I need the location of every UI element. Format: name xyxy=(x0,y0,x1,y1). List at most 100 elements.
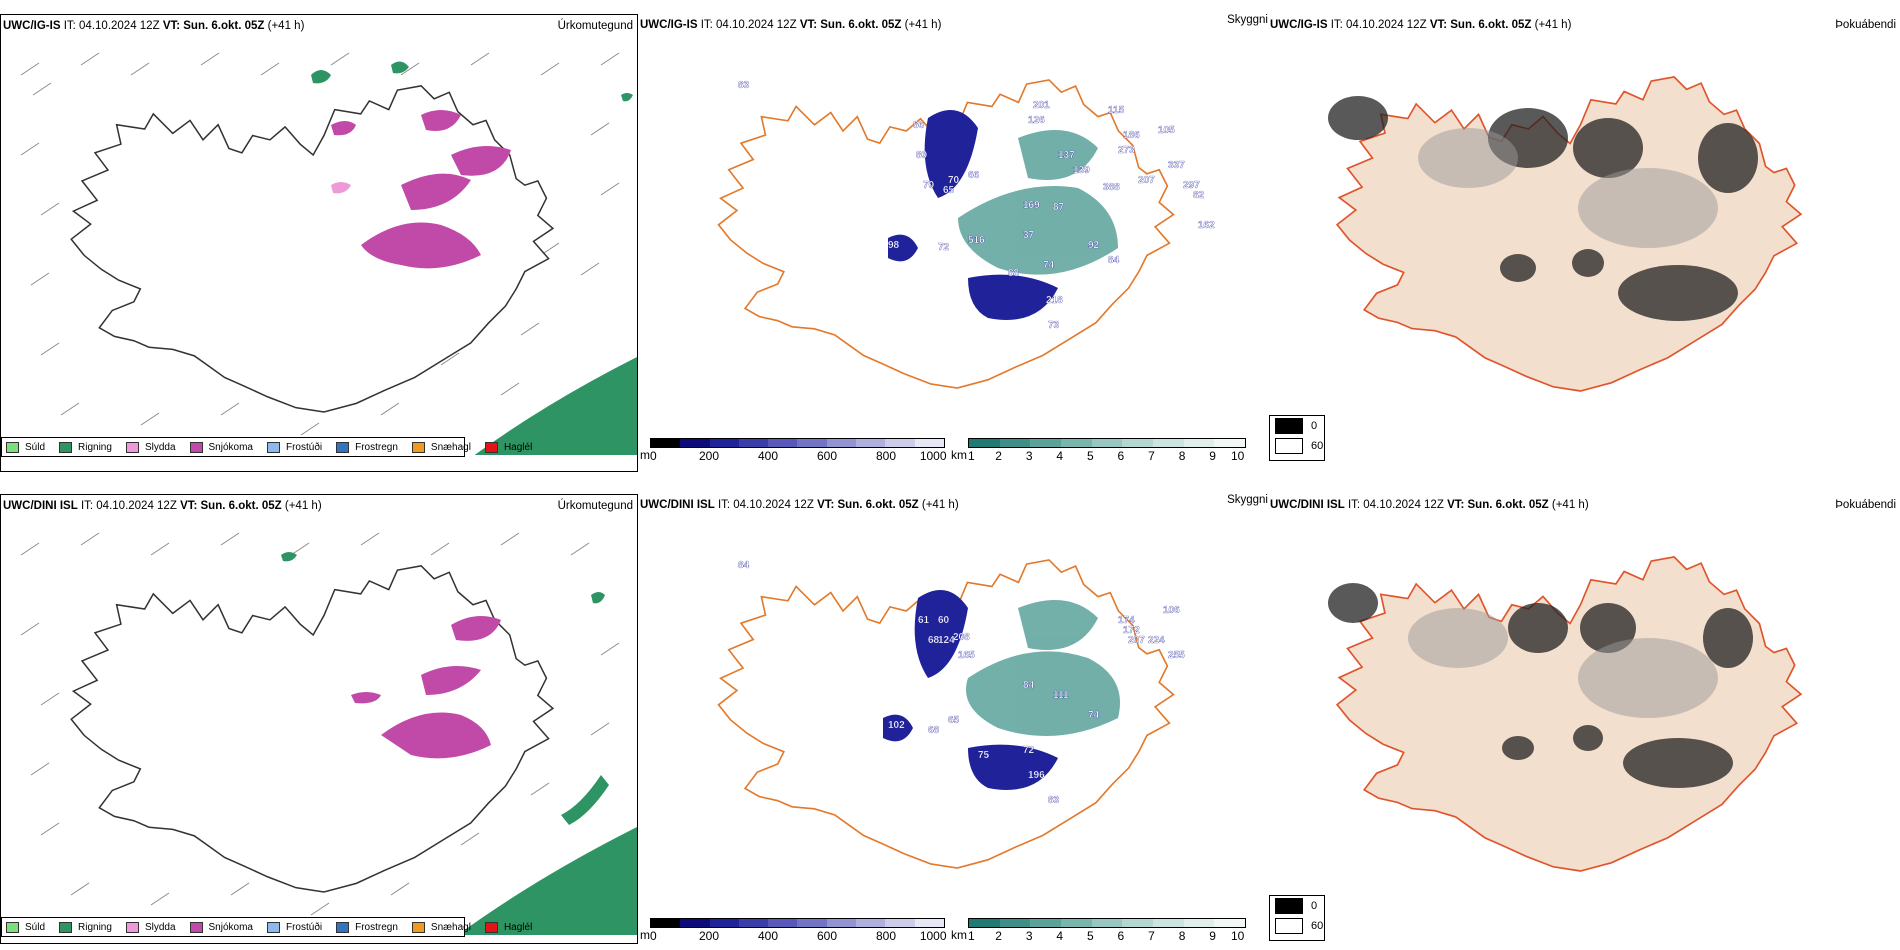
visibility-tick: 6 xyxy=(1117,929,1125,943)
legend-item: Snæhagl xyxy=(411,441,471,453)
legend-item: Haglél xyxy=(484,441,532,453)
ceiling-tick: 400 xyxy=(757,449,779,463)
precip-legend: Súld Rigning Slydda Snjókoma Frostúði Fr… xyxy=(1,437,532,457)
ceiling-value-label: 169 xyxy=(1023,200,1040,211)
panel-title: UWC/DINI ISL IT: 04.10.2024 12Z VT: Sun.… xyxy=(1270,499,1589,511)
ceiling-value-label: 60 xyxy=(938,615,950,626)
legend-swatch xyxy=(411,921,425,933)
visibility-colorbar: 1 2 3 4 5 6 7 8 9 10 xyxy=(968,438,1246,463)
legend-item: Frostregn xyxy=(336,441,398,453)
ceiling-value-label: 106 xyxy=(1163,605,1180,616)
cloud-swatch xyxy=(1275,418,1303,434)
ceiling-tick: 0 xyxy=(650,929,657,943)
legend-swatch xyxy=(125,921,139,933)
cloud-map xyxy=(1328,555,1802,872)
ceiling-colorbar: 0 200 400 600 800 1000 xyxy=(650,918,947,943)
ceiling-value-label: 186 xyxy=(1123,130,1140,141)
visibility-tick: 10 xyxy=(1230,929,1245,943)
cloud-swatch xyxy=(1275,918,1303,934)
ceiling-tick: 200 xyxy=(698,449,720,463)
ceiling-value-label: 83 xyxy=(738,80,750,91)
legend-item: Slydda xyxy=(125,921,176,933)
ceiling-value-label: 139 xyxy=(1073,165,1090,176)
legend-swatch xyxy=(125,441,139,453)
legend-swatch xyxy=(266,921,280,933)
visibility-tick: 2 xyxy=(995,449,1002,463)
ceiling-value-label: 111 xyxy=(1053,690,1069,701)
legend-item: Snjókoma xyxy=(189,921,253,933)
ceiling-value-label: 115 xyxy=(1108,105,1125,116)
precip-title: Úrkomutegund xyxy=(557,20,633,32)
ceiling-value-label: 66 xyxy=(968,170,980,181)
ceiling-tick: 800 xyxy=(875,929,897,943)
ceiling-value-label: 83 xyxy=(1048,795,1060,806)
ceiling-value-label: 65 xyxy=(943,185,955,196)
ceiling-value-label: 86 xyxy=(913,120,925,131)
ceiling-value-label: 172 xyxy=(1123,625,1140,636)
visibility-tick: 7 xyxy=(1148,449,1155,463)
visibility-ticks: 1 2 3 4 5 6 7 8 9 10 xyxy=(968,448,1246,463)
ceiling-value-label: 162 xyxy=(1198,220,1215,231)
cloud-swatch xyxy=(1275,438,1303,454)
ceiling-value-label: 70 xyxy=(948,175,960,186)
panel-title: UWC/IG-IS IT: 04.10.2024 12Z VT: Sun. 6.… xyxy=(3,20,305,32)
legend-swatch xyxy=(336,921,350,933)
ceiling-value-label: 124 xyxy=(938,635,955,646)
cloud-title: Þokuábendi xyxy=(1835,19,1896,31)
ceiling-title: Skyggni xyxy=(1227,14,1268,26)
ceiling-value-label: 74 xyxy=(1043,260,1055,271)
ceiling-title: Skyggni xyxy=(1227,494,1268,506)
ceiling-value-label: 207 xyxy=(1138,175,1155,186)
ceiling-value-label: 297 xyxy=(1183,180,1200,191)
legend-swatch xyxy=(189,921,203,933)
cloud-legend-row: 60 xyxy=(1270,436,1324,456)
visibility-tick: 1 xyxy=(968,449,975,463)
legend-item: Rigning xyxy=(59,921,112,933)
precip-panel-1: UWC/IG-IS IT: 04.10.2024 12Z VT: Sun. 6.… xyxy=(0,14,638,472)
legend-swatch xyxy=(59,921,73,933)
ceiling-value-label: 98 xyxy=(888,240,900,251)
ceiling-tick: 600 xyxy=(816,929,838,943)
cloud-swatch xyxy=(1275,898,1303,914)
ceiling-value-label: 207 xyxy=(1128,635,1145,646)
ceiling-tick: 200 xyxy=(698,929,720,943)
ceiling-value-label: 80 xyxy=(916,150,928,161)
ceiling-value-label: 74 xyxy=(1088,710,1100,721)
legend-item: Frostregn xyxy=(336,921,398,933)
visibility-colorbar-bar xyxy=(968,918,1246,928)
precip-panel-2: UWC/DINI ISL IT: 04.10.2024 12Z VT: Sun.… xyxy=(0,494,638,944)
ceiling-tick: 1000 xyxy=(919,449,947,463)
visibility-tick: 9 xyxy=(1209,929,1216,943)
ceiling-value-label: 102 xyxy=(888,720,905,731)
ceiling-value-label: 388 xyxy=(1103,182,1120,193)
ceiling-value-label: 68 xyxy=(928,635,940,646)
ceiling-value-label: 201 xyxy=(1033,100,1050,111)
cloud-panel-1: UWC/IG-IS IT: 04.10.2024 12Z VT: Sun. 6.… xyxy=(1268,14,1900,472)
panel-title: UWC/IG-IS IT: 04.10.2024 12Z VT: Sun. 6.… xyxy=(1270,19,1572,31)
visibility-tick: 5 xyxy=(1086,929,1094,943)
visibility-tick: 5 xyxy=(1086,449,1094,463)
ceiling-colorbar-bar xyxy=(650,918,945,928)
ceiling-value-label: 72 xyxy=(1023,745,1035,756)
panel-title: UWC/IG-IS IT: 04.10.2024 12Z VT: Sun. 6.… xyxy=(640,19,942,31)
ceiling-tick: 400 xyxy=(757,929,779,943)
ceiling-colorbar-bar xyxy=(650,438,945,448)
ceiling-value-label: 70 xyxy=(923,180,935,191)
ceiling-value-label: 273 xyxy=(1118,145,1135,156)
legend-item: Frostúði xyxy=(266,921,322,933)
visibility-tick: 3 xyxy=(1025,929,1033,943)
ceiling-panel-1: UWC/IG-IS IT: 04.10.2024 12Z VT: Sun. 6.… xyxy=(638,14,1268,472)
legend-swatch xyxy=(336,441,350,453)
cloud-legend-1: 0 60 xyxy=(1269,415,1325,461)
ceiling-value-label: 337 xyxy=(1168,160,1185,171)
legend-swatch xyxy=(266,441,280,453)
ceiling-value-label: 68 xyxy=(928,725,940,736)
ceiling-value-label: 105 xyxy=(1158,125,1175,136)
wind-barbs xyxy=(20,532,620,916)
ceiling-tick: 600 xyxy=(816,449,838,463)
ceiling-value-label: 75 xyxy=(978,750,990,761)
legend-swatch xyxy=(484,441,498,453)
